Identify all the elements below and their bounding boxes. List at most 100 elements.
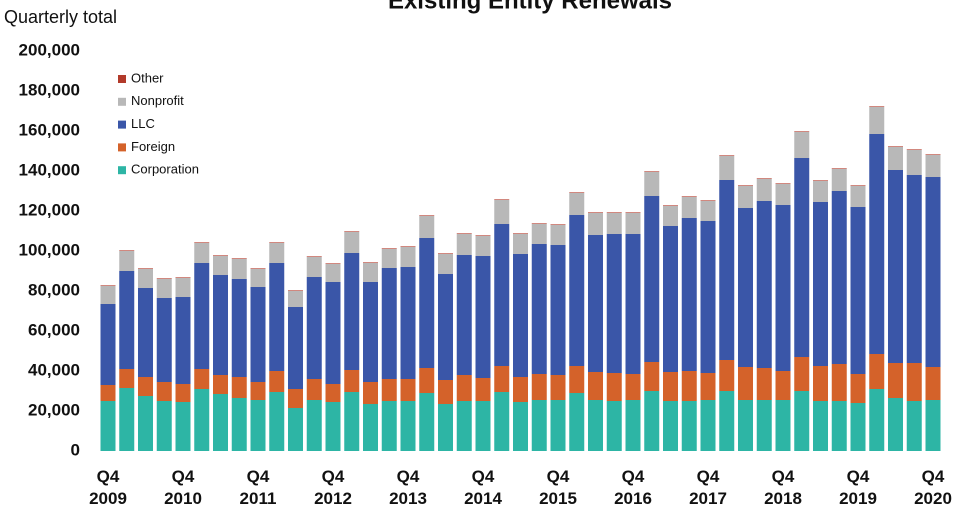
bar-segment — [531, 244, 547, 374]
bar-segment — [400, 246, 416, 247]
bar-segment — [606, 373, 622, 401]
bar-segment — [775, 184, 791, 205]
bar-segment — [663, 401, 678, 451]
bar-segment — [494, 199, 510, 200]
bar-segment — [213, 255, 228, 256]
x-tick-label: Q4 2012 — [314, 467, 352, 508]
bar-segment — [419, 238, 435, 368]
x-tick-label: Q4 2019 — [839, 467, 877, 508]
bar-segment — [363, 282, 378, 382]
bar-segment — [213, 375, 228, 394]
bar-segment — [381, 249, 397, 268]
bar-segment — [325, 384, 341, 402]
bar-segment — [138, 269, 153, 288]
bar-segment — [531, 224, 547, 244]
bar-segment — [850, 186, 866, 207]
bar-segment — [250, 268, 266, 269]
bar-segment — [906, 401, 922, 451]
bar-segment — [456, 401, 472, 451]
bar-segment — [700, 221, 716, 373]
bar-segment — [906, 149, 922, 150]
legend-label: Other — [131, 70, 164, 85]
bar-segment — [269, 243, 285, 263]
bar-segment — [269, 263, 285, 371]
bar-segment — [850, 374, 866, 403]
bar-segment — [588, 400, 603, 451]
y-tick-label: 20,000 — [28, 400, 80, 419]
bar-segment — [194, 242, 210, 243]
bar-segment — [419, 216, 435, 238]
bar-segment — [288, 290, 303, 291]
bar-segment — [681, 371, 697, 401]
y-tick-label: 60,000 — [28, 320, 80, 339]
bar-segment — [269, 392, 285, 451]
bar-segment — [306, 257, 322, 277]
bar-segment — [925, 177, 941, 367]
bar-segment — [156, 278, 172, 279]
bar-segment — [644, 196, 660, 362]
y-tick-label: 140,000 — [19, 160, 80, 179]
bar-segment — [100, 285, 116, 286]
bar-segment — [756, 400, 772, 451]
bar-segment — [756, 178, 772, 179]
bar-segment — [681, 196, 697, 197]
bar-segment — [888, 170, 903, 363]
bar-segment — [194, 263, 210, 369]
bar-segment — [475, 401, 491, 451]
bar-segment — [775, 371, 791, 400]
bar-segment — [494, 392, 510, 451]
bar-segment — [306, 277, 322, 379]
bar-segment — [494, 366, 510, 392]
bar-segment — [438, 404, 453, 451]
bar-segment — [756, 368, 772, 400]
bar-segment — [156, 279, 172, 298]
bar-segment — [156, 298, 172, 382]
bar-segment — [663, 226, 678, 372]
bar-segment — [925, 367, 941, 400]
bar-segment — [756, 201, 772, 368]
bar-segment — [588, 235, 603, 372]
bar-segment — [906, 363, 922, 401]
bar-segment — [119, 369, 135, 388]
bar-segment — [325, 282, 341, 384]
bar-segment — [888, 147, 903, 170]
bar-segment — [850, 207, 866, 374]
bar-segment — [269, 242, 285, 243]
bar-segment — [100, 401, 116, 451]
bar-segment — [625, 234, 641, 374]
bar-segment — [831, 168, 847, 169]
bar-segment — [156, 382, 172, 401]
bar-segment — [550, 225, 566, 245]
bar-segment — [175, 402, 191, 451]
bar-segment — [925, 154, 941, 155]
bar-segment — [869, 107, 885, 134]
bar-segment — [213, 256, 228, 275]
bar-segment — [194, 369, 210, 389]
bar-segment — [288, 291, 303, 307]
bar-segment — [344, 231, 360, 232]
bar-segment — [850, 185, 866, 186]
bar-segment — [438, 253, 453, 254]
bar-segment — [475, 236, 491, 256]
bar-segment — [475, 235, 491, 236]
x-tick-label: Q4 2015 — [539, 467, 577, 508]
bar-segment — [869, 134, 885, 354]
bar-segment — [813, 181, 828, 202]
bar-segment — [569, 192, 585, 193]
bar-segment — [156, 401, 172, 451]
bar-segment — [625, 212, 641, 213]
bar-segment — [119, 250, 135, 251]
bar-segment — [231, 279, 247, 377]
bar-segment — [906, 150, 922, 175]
bar-segment — [719, 180, 735, 360]
bar-segment — [531, 374, 547, 400]
bar-segment — [569, 193, 585, 215]
bar-segment — [119, 251, 135, 271]
bar-segment — [606, 234, 622, 373]
bar-segment — [588, 212, 603, 213]
bar-segment — [175, 384, 191, 402]
bar-segment — [644, 172, 660, 196]
bar-segment — [531, 400, 547, 451]
bar-segment — [625, 213, 641, 234]
bar-segment — [850, 403, 866, 451]
